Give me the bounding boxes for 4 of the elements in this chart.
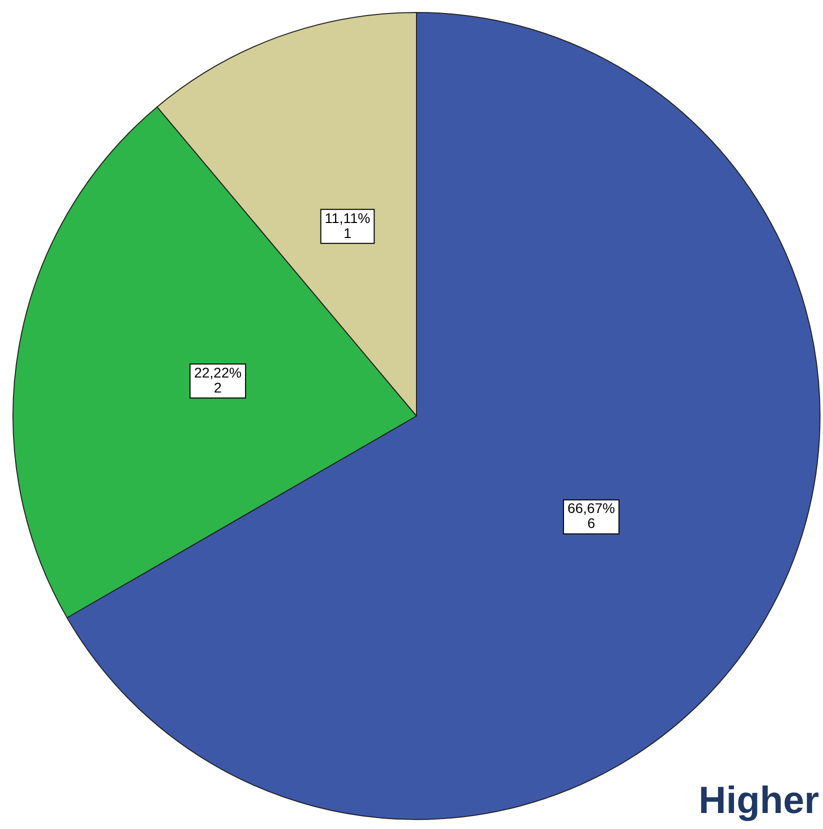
text: Higher [698, 780, 819, 823]
data-label: 66,67% 6 [567, 500, 615, 532]
data-label: 22,22% 2 [194, 364, 242, 396]
data-label: 11,11% 1 [324, 210, 370, 241]
